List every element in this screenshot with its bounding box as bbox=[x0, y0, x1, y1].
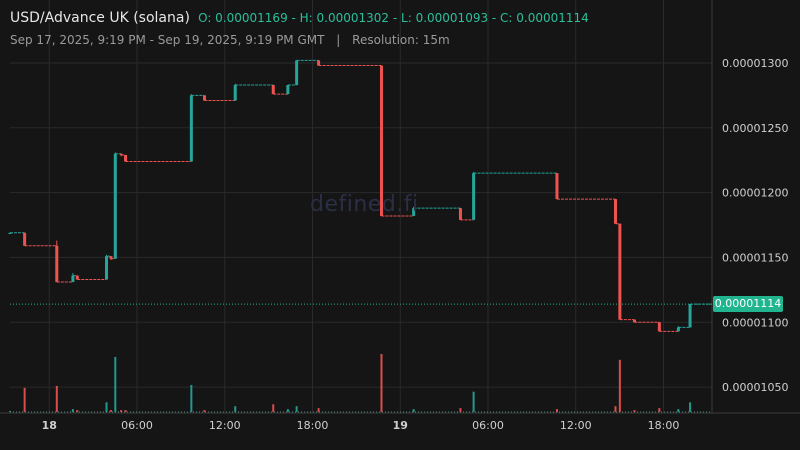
separator: | bbox=[336, 33, 341, 47]
volume-bar bbox=[234, 406, 237, 412]
candle-body bbox=[555, 173, 559, 200]
candle-body bbox=[71, 275, 75, 283]
volume-bar bbox=[109, 410, 112, 412]
volume-bar bbox=[677, 409, 680, 412]
candle-body bbox=[458, 208, 462, 220]
candle-body bbox=[379, 65, 383, 216]
volume-bar bbox=[71, 409, 74, 412]
x-tick-label: 18:00 bbox=[648, 419, 680, 432]
x-tick-label: 12:00 bbox=[560, 419, 592, 432]
candle-body bbox=[105, 256, 109, 280]
volume-bar bbox=[272, 404, 275, 412]
candle-body bbox=[688, 304, 692, 328]
volume-bar bbox=[190, 384, 193, 412]
y-tick-label: 0.00001100 bbox=[722, 316, 788, 329]
candle-body bbox=[8, 232, 12, 234]
chart-subheader: Sep 17, 2025, 9:19 PM - Sep 19, 2025, 9:… bbox=[10, 33, 450, 47]
last-price-badge: 0.00001114 bbox=[713, 296, 783, 313]
volume-bar bbox=[286, 409, 289, 412]
y-tick-label: 0.00001300 bbox=[722, 57, 788, 70]
candle-body bbox=[412, 208, 416, 216]
y-tick-label: 0.00001050 bbox=[722, 381, 788, 394]
volume-bar bbox=[618, 359, 621, 412]
candle-body bbox=[657, 322, 661, 332]
volume-bar bbox=[114, 356, 117, 412]
volume-bar bbox=[317, 408, 320, 412]
volume-bar bbox=[23, 387, 26, 412]
candle-body bbox=[124, 155, 128, 162]
symbol-title: USD/Advance UK (solana) bbox=[10, 10, 190, 26]
x-tick-label: 06:00 bbox=[472, 419, 504, 432]
volume-bar bbox=[105, 402, 108, 412]
candle-body bbox=[113, 153, 117, 259]
x-tick-label: 18 bbox=[42, 419, 57, 432]
candle-body bbox=[119, 153, 123, 156]
candle-body bbox=[55, 245, 59, 283]
y-tick-label: 0.00001200 bbox=[722, 187, 788, 200]
volume-bar bbox=[120, 410, 123, 412]
volume-bar bbox=[295, 406, 298, 412]
candle-body bbox=[317, 60, 321, 66]
candle-body bbox=[203, 95, 207, 101]
volume-bar bbox=[203, 410, 206, 412]
candle-body bbox=[75, 275, 79, 280]
date-range: Sep 17, 2025, 9:19 PM - Sep 19, 2025, 9:… bbox=[10, 33, 325, 47]
volume-bar bbox=[614, 406, 617, 412]
candle-body bbox=[109, 256, 113, 259]
x-tick-label: 06:00 bbox=[121, 419, 153, 432]
volume-bar bbox=[555, 409, 558, 412]
candle-body bbox=[632, 319, 636, 323]
volume-bar bbox=[412, 409, 415, 412]
volume-bar bbox=[76, 410, 79, 412]
candle-body bbox=[295, 60, 299, 86]
candle-body bbox=[286, 85, 290, 95]
volume-bar bbox=[380, 354, 383, 412]
chart-header: USD/Advance UK (solana) O: 0.00001169 - … bbox=[10, 10, 589, 26]
volume-bar bbox=[9, 411, 11, 412]
candle-body bbox=[676, 327, 680, 332]
x-tick-label: 12:00 bbox=[209, 419, 241, 432]
candle-body bbox=[613, 199, 617, 224]
candle-body bbox=[233, 85, 237, 101]
candle-body bbox=[472, 173, 476, 220]
volume-bar bbox=[55, 385, 58, 412]
volume-bar bbox=[459, 408, 462, 412]
y-tick-label: 0.00001150 bbox=[722, 251, 788, 264]
volume-bar bbox=[633, 410, 636, 412]
ohlc-readout: O: 0.00001169 - H: 0.00001302 - L: 0.000… bbox=[198, 11, 589, 25]
resolution-label: Resolution: 15m bbox=[352, 33, 450, 47]
candle-body bbox=[23, 232, 27, 246]
volume-bar bbox=[689, 402, 692, 412]
volume-bar bbox=[658, 408, 661, 412]
y-tick-label: 0.00001250 bbox=[722, 122, 788, 135]
watermark: defined.fi bbox=[310, 192, 419, 217]
candle-body bbox=[271, 85, 275, 95]
volume-bar bbox=[124, 410, 127, 412]
candle-body bbox=[618, 223, 622, 320]
x-tick-label: 18:00 bbox=[297, 419, 329, 432]
volume-bar bbox=[472, 391, 475, 412]
x-tick-label: 19 bbox=[393, 419, 408, 432]
candle-body bbox=[189, 95, 193, 162]
